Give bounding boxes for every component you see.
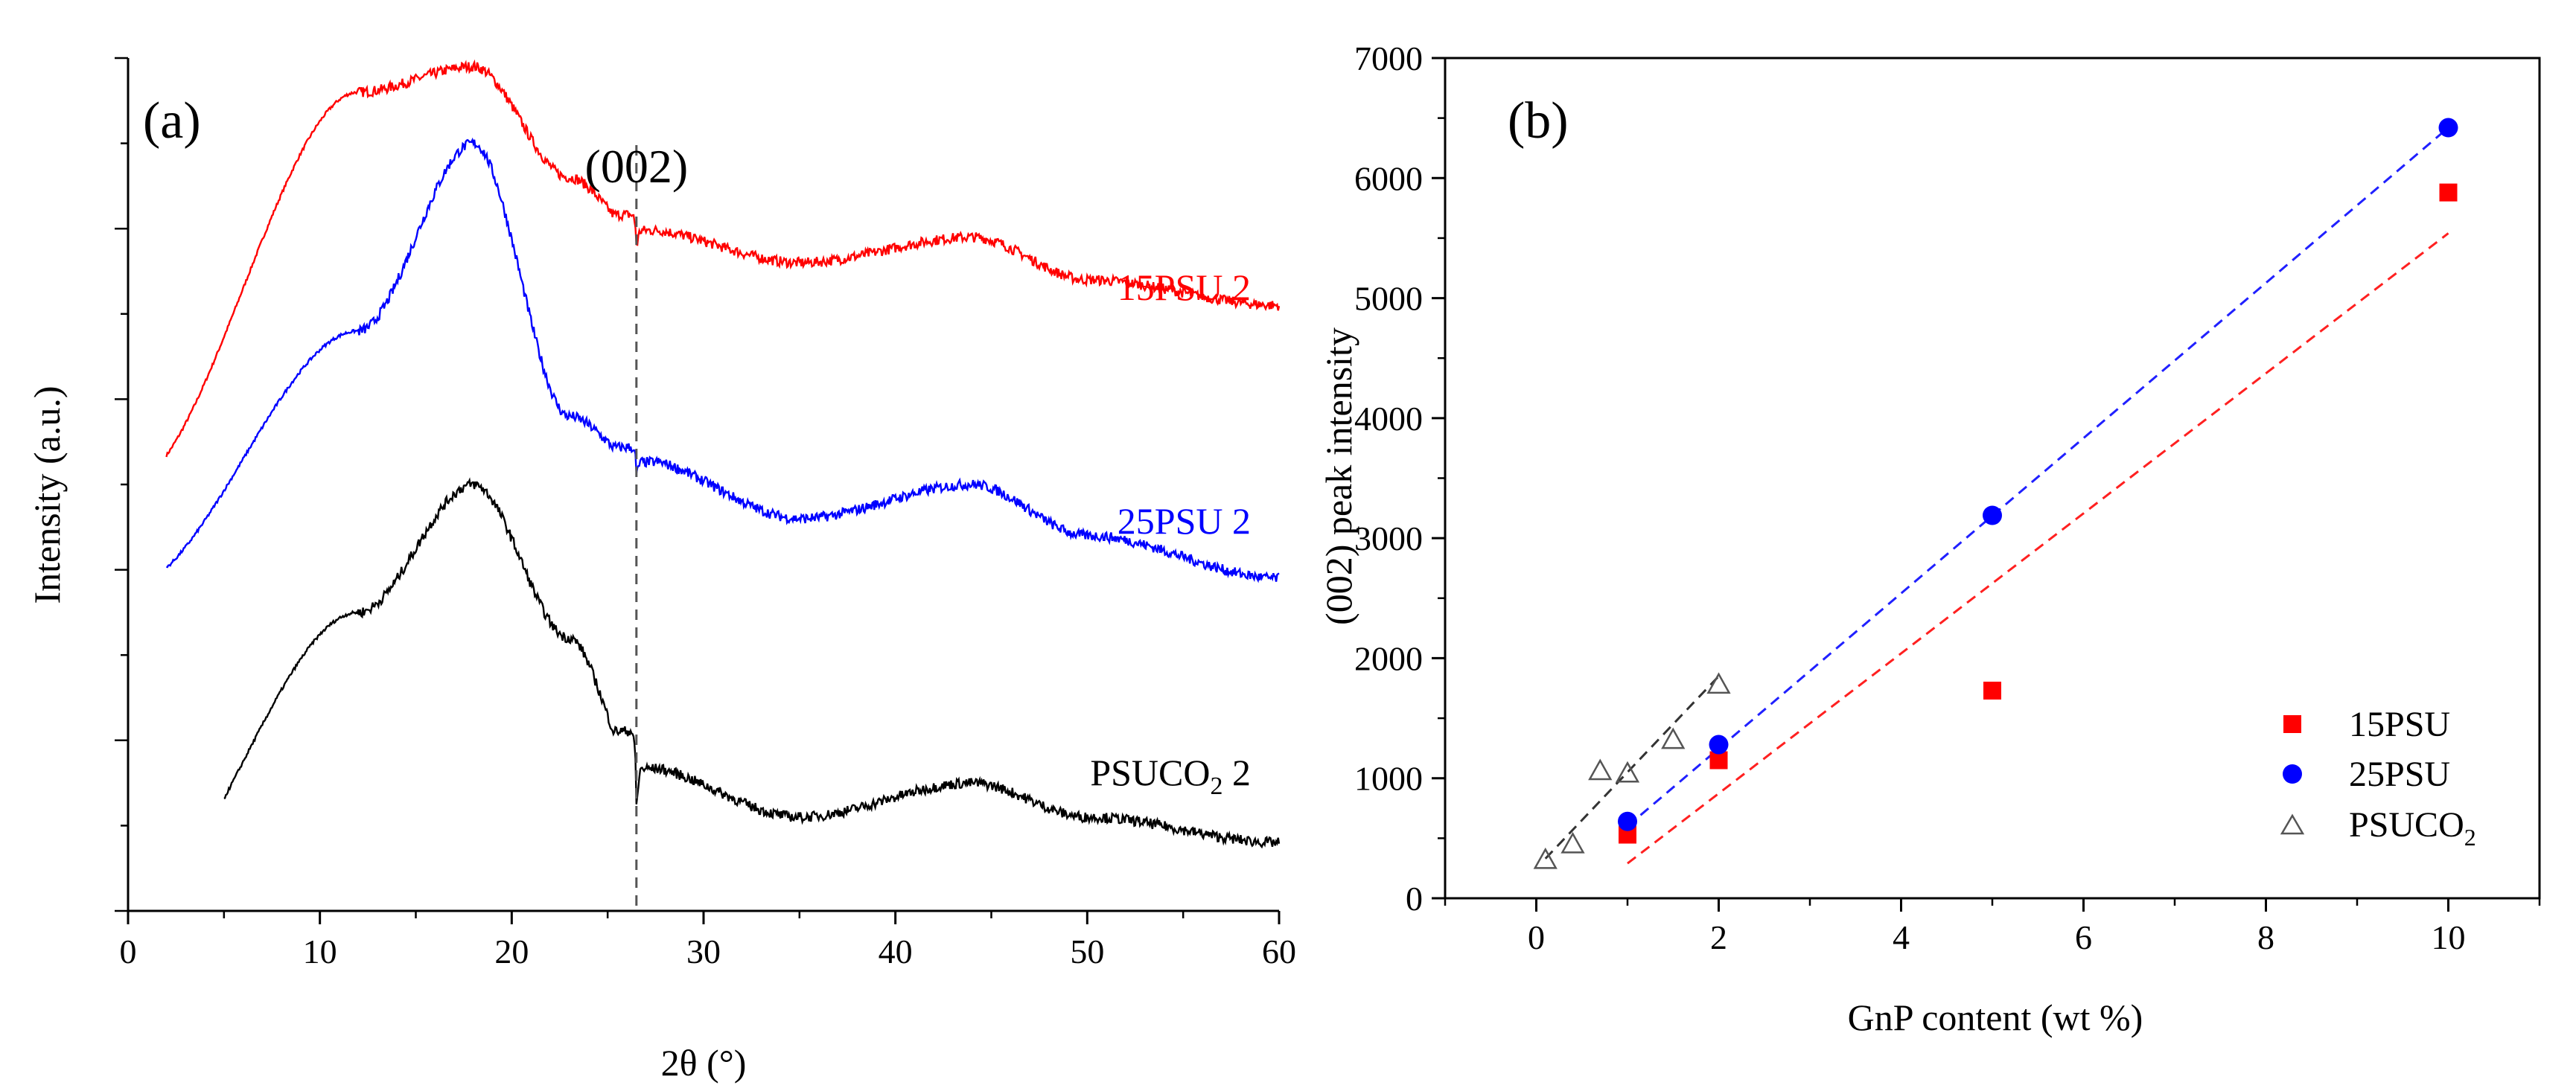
legend-marker-15psu [2283, 715, 2301, 733]
a-x-tick-label: 0 [120, 932, 137, 970]
a-x-tick-label: 20 [494, 932, 529, 970]
b-point-psuco2 [1533, 847, 1558, 869]
a-label-15psu: 15PSU 2 [1118, 266, 1251, 308]
b-y-axis-title: (002) peak intensity [1318, 327, 1359, 625]
a-panel-label: (a) [143, 92, 201, 150]
b-fit-line-15psu [1627, 232, 2449, 865]
legend-label-psuco2: PSUCO2 [2349, 805, 2476, 851]
b-x-tick-label: 6 [2075, 918, 2092, 956]
b-fit-lines [1544, 127, 2449, 865]
b-data-points [1533, 118, 2458, 869]
a-x-tick-label: 10 [303, 932, 337, 970]
b-point-psuco2 [1588, 758, 1613, 781]
b-fit-line-25psu [1627, 127, 2449, 828]
a-x-tick-label: 40 [879, 932, 913, 970]
b-point-psuco2 [1615, 761, 1640, 783]
a-y-axis-title: Intensity (a.u.) [26, 386, 68, 604]
b-y-tick-label: 0 [1406, 880, 1423, 918]
a-axes: 0 10 20 30 40 50 60 [115, 57, 1296, 970]
a-pattern-15psu-2 [165, 59, 1281, 458]
a-label-psuco2: PSUCO2 2 [1090, 752, 1251, 800]
b-x-axis-title: GnP content (wt %) [1848, 996, 2143, 1038]
b-point-25psu [1709, 735, 1729, 755]
legend-label-25psu: 25PSU [2349, 755, 2450, 794]
legend-label-15psu: 15PSU [2349, 705, 2450, 744]
b-x-tick-label: 0 [1528, 918, 1545, 956]
b-y-tick-label: 6000 [1354, 159, 1423, 197]
a-pattern-psuco2-2 [223, 477, 1281, 849]
b-x-tick-label: 4 [1893, 918, 1910, 956]
b-x-tick-label: 2 [1710, 918, 1727, 956]
b-y-tick-label: 3000 [1354, 519, 1423, 557]
b-legend: 15PSU 25PSU PSUCO2 [2280, 705, 2476, 851]
b-point-psuco2 [1706, 672, 1731, 694]
panel-a-xrd-patterns: 0 10 20 30 40 50 60 (a) (002) 15PSU 2 25PSU 2 … [26, 57, 1296, 1084]
b-point-25psu [1983, 505, 2002, 525]
b-point-psuco2 [1560, 831, 1585, 854]
legend-marker-25psu [2283, 764, 2302, 784]
a-002-annotation: (002) [585, 140, 689, 193]
b-x-tick-label: 8 [2257, 918, 2274, 956]
a-pattern-25psu-2 [165, 137, 1280, 583]
a-x-axis-title: 2θ (°) [661, 1042, 747, 1084]
a-curves [165, 59, 1281, 849]
b-y-tick-label: 5000 [1354, 280, 1423, 318]
panel-b-peak-intensity: 0 2 4 6 8 10 0 1000 2000 3000 4000 5000 6000 7000 (b)… [1318, 39, 2541, 1038]
a-label-25psu: 25PSU 2 [1118, 500, 1251, 542]
a-x-tick-label: 50 [1070, 932, 1104, 970]
b-fit-line-psuco2 [1544, 675, 1720, 860]
b-point-25psu [2438, 118, 2458, 138]
b-panel-label: (b) [1508, 92, 1569, 150]
b-y-tick-label: 7000 [1354, 39, 1423, 77]
a-x-tick-label: 30 [686, 932, 721, 970]
b-y-tick-label: 1000 [1354, 760, 1423, 798]
b-point-15psu [1983, 681, 2001, 700]
b-y-tick-label: 4000 [1354, 400, 1423, 438]
b-point-psuco2 [1661, 727, 1686, 749]
b-axes: 0 2 4 6 8 10 0 1000 2000 3000 4000 5000 6000 7000 [1354, 39, 2541, 956]
b-x-tick-label: 10 [2432, 918, 2466, 956]
b-y-tick-label: 2000 [1354, 639, 1423, 677]
a-x-tick-label: 60 [1262, 932, 1296, 970]
b-point-25psu [1618, 811, 1637, 831]
b-point-15psu [2439, 183, 2458, 202]
legend-marker-psuco2 [2280, 813, 2305, 835]
